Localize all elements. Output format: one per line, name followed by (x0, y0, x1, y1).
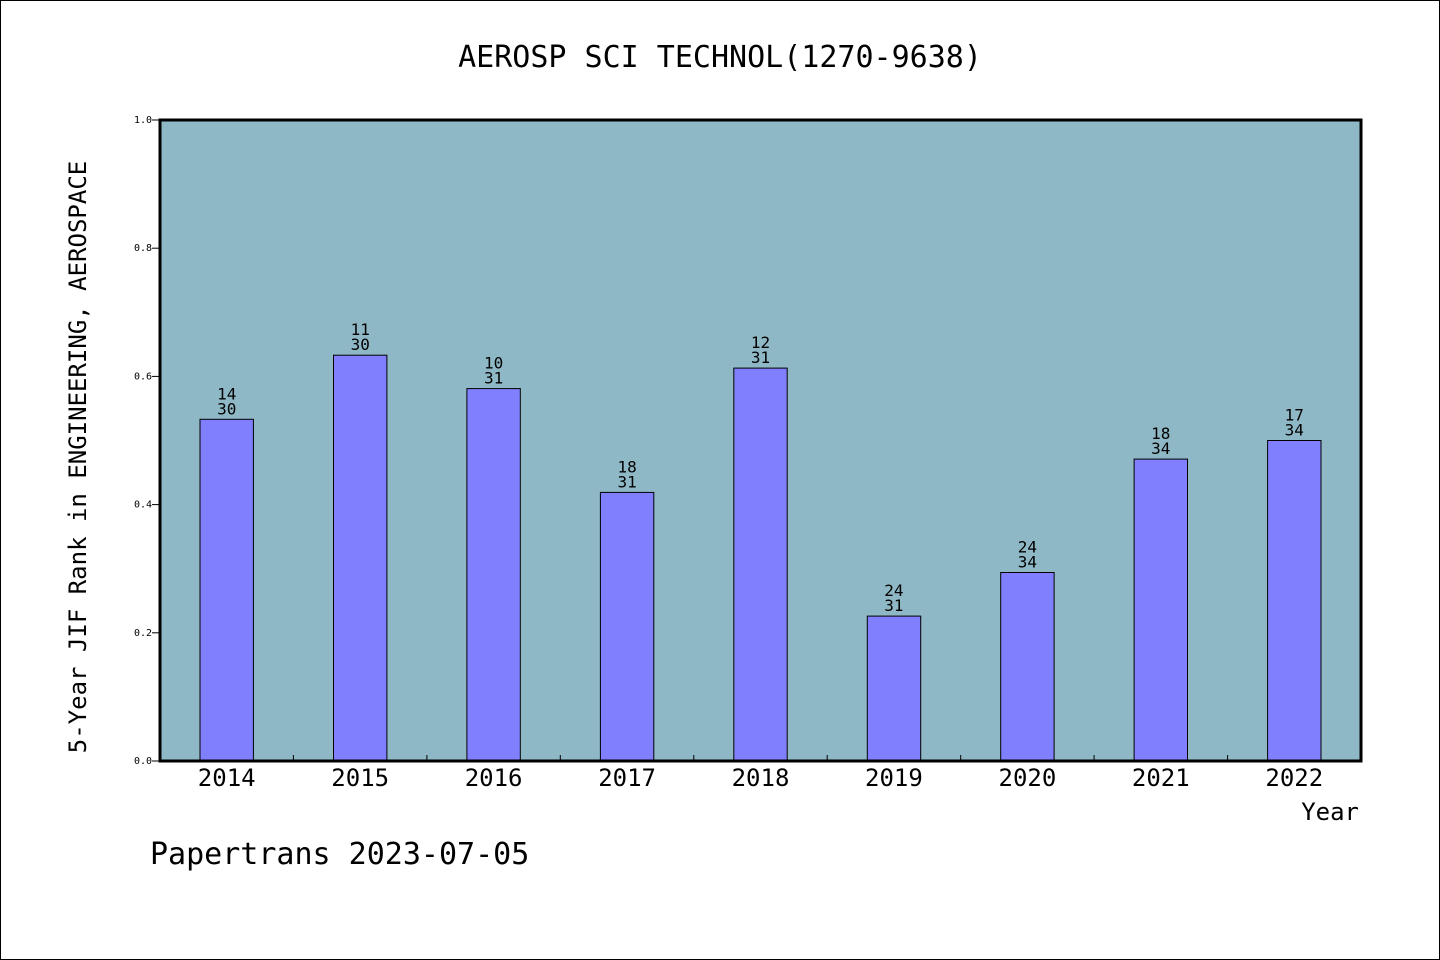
bar-2020 (1000, 572, 1055, 762)
y-tick-label-0.2: 0.2 (134, 628, 152, 639)
bar-2022 (1267, 440, 1322, 762)
bar-2016 (466, 388, 521, 762)
bar-2018 (733, 367, 788, 762)
bar-label-top-2020: 24 (1018, 538, 1037, 557)
bar-2015 (333, 354, 388, 762)
bar-label-bottom-2017: 31 (617, 472, 636, 491)
y-tick-label-0.4: 0.4 (134, 500, 152, 511)
bars-layer (199, 354, 1322, 762)
x-tick-label-2018: 2018 (732, 764, 790, 792)
bar-label-top-2017: 18 (617, 457, 636, 476)
x-tick-label-2021: 2021 (1132, 764, 1190, 792)
plot-border (158, 118, 1363, 763)
x-axis: 2014 2015 2016 2017 2018 2019 2020 2021 2022 (198, 755, 1323, 792)
bar-label-bottom-2022: 34 (1285, 421, 1304, 440)
bar-label-bottom-2016: 31 (484, 369, 503, 388)
bar-label-bottom-2015: 30 (351, 335, 370, 354)
x-tick-label-2016: 2016 (465, 764, 523, 792)
bar-label-top-2018: 12 (751, 333, 770, 352)
bar-label-bottom-2019: 31 (884, 596, 903, 615)
bar-label-top-2014: 14 (217, 384, 236, 403)
footer-credit: Papertrans 2023-07-05 (150, 837, 529, 872)
bar-label-top-2019: 24 (884, 581, 903, 600)
bar-label-top-2015: 11 (351, 320, 370, 339)
bar-label-bottom-2018: 31 (751, 348, 770, 367)
bar-label-top-2021: 18 (1151, 424, 1170, 443)
bar-2014 (199, 418, 254, 762)
y-axis: 0.0 0.2 0.4 0.6 0.8 1.0 (134, 115, 160, 767)
x-axis-label: Year (1301, 798, 1359, 826)
y-axis-label: 5-Year JIF Rank in ENGINEERING, AEROSPAC… (64, 161, 92, 753)
chart-title: AEROSP SCI TECHNOL(1270-9638) (458, 40, 982, 75)
x-tick-label-2022: 2022 (1265, 764, 1323, 792)
bar-label-bottom-2020: 34 (1018, 553, 1037, 572)
bar-2017 (599, 491, 655, 762)
bar-label-bottom-2021: 34 (1151, 439, 1170, 458)
bar-2019 (866, 615, 922, 762)
y-tick-label-0.0: 0.0 (134, 756, 152, 767)
y-tick-label-1.0: 1.0 (134, 115, 152, 126)
x-tick-label-2014: 2014 (198, 764, 256, 792)
x-tick-label-2019: 2019 (865, 764, 923, 792)
x-tick-label-2015: 2015 (331, 764, 389, 792)
x-tick-label-2020: 2020 (999, 764, 1057, 792)
y-tick-label-0.6: 0.6 (134, 371, 152, 382)
bar-2021 (1133, 458, 1188, 762)
x-tick-label-2017: 2017 (598, 764, 656, 792)
y-tick-label-0.8: 0.8 (134, 243, 152, 254)
bar-label-top-2022: 17 (1285, 406, 1304, 425)
bar-label-bottom-2014: 30 (217, 399, 236, 418)
bar-label-top-2016: 10 (484, 354, 503, 373)
